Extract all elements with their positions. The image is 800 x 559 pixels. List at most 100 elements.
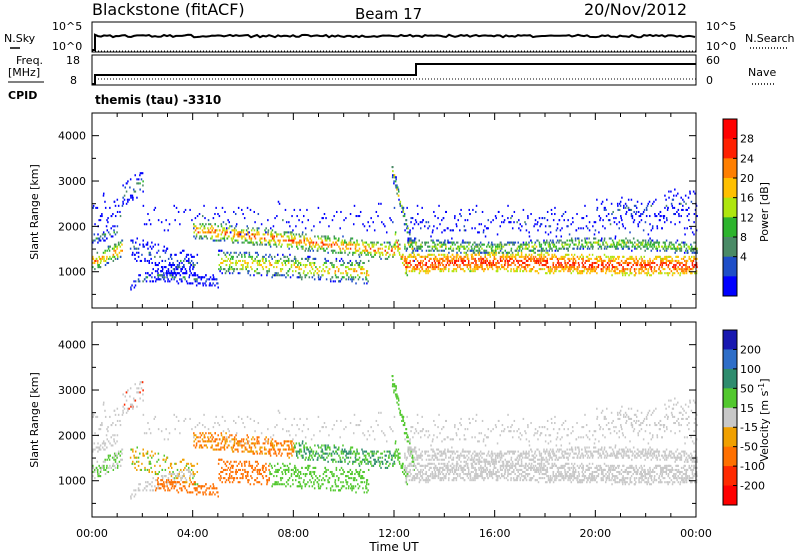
power-cell <box>478 260 480 262</box>
power-cell <box>500 242 502 244</box>
power-cell <box>631 256 633 258</box>
power-cell <box>583 248 585 250</box>
power-cell <box>419 248 421 250</box>
power-cell <box>597 260 599 262</box>
power-cell <box>497 248 499 250</box>
power-cell <box>233 211 235 213</box>
power-cell <box>285 264 287 266</box>
power-cell <box>331 264 333 266</box>
power-cell <box>561 215 563 217</box>
power-cell <box>100 219 102 221</box>
power-cell <box>209 284 211 286</box>
power-cell <box>298 233 300 235</box>
power-cell <box>415 250 417 252</box>
power-cell <box>336 211 338 213</box>
power-cell <box>472 250 474 252</box>
velocity-cell <box>165 475 167 477</box>
power-cell <box>503 221 505 223</box>
velocity-cell <box>133 398 135 400</box>
power-cell <box>543 240 545 242</box>
power-cell <box>262 260 264 262</box>
power-cell <box>101 213 103 215</box>
power-cell <box>407 264 409 266</box>
power-cell <box>162 260 164 262</box>
velocity-cell <box>100 424 102 426</box>
power-cell <box>507 262 509 264</box>
power-cell <box>162 268 164 270</box>
power-cell <box>346 248 348 250</box>
power-cell <box>692 268 694 270</box>
velocity-cell <box>130 495 132 497</box>
power-cell <box>255 237 257 239</box>
power-cell <box>602 201 604 203</box>
power-cell <box>286 272 288 274</box>
power-cell <box>406 227 408 229</box>
power-cell <box>593 237 595 239</box>
power-cell <box>288 262 290 264</box>
power-cell <box>314 278 316 280</box>
power-cell <box>572 221 574 223</box>
power-cell <box>626 272 628 274</box>
power-cell <box>636 248 638 250</box>
power-cell <box>186 280 188 282</box>
power-cell <box>142 172 144 174</box>
power-cell <box>197 254 199 256</box>
power-cell <box>427 242 429 244</box>
power-cell <box>115 246 117 248</box>
power-cell <box>211 284 213 286</box>
power-cell <box>471 258 473 260</box>
velocity-cell <box>257 436 259 438</box>
power-cell <box>354 205 356 207</box>
power-cell <box>592 264 594 266</box>
power-cell <box>288 221 290 223</box>
power-cell <box>667 207 669 209</box>
power-cell <box>438 268 440 270</box>
power-cell <box>326 240 328 242</box>
power-cell <box>196 280 198 282</box>
power-cell <box>196 284 198 286</box>
power-cell <box>107 217 109 219</box>
power-cell <box>438 264 440 266</box>
power-cell <box>629 240 631 242</box>
power-cell <box>533 225 535 227</box>
power-cell <box>370 248 372 250</box>
power-cell <box>104 201 106 203</box>
power-cell <box>556 268 558 270</box>
power-cell <box>539 254 541 256</box>
power-cell <box>468 242 470 244</box>
power-cell <box>315 244 317 246</box>
power-cell <box>366 242 368 244</box>
power-cell <box>412 256 414 258</box>
power-cell <box>169 272 171 274</box>
power-cell <box>479 223 481 225</box>
power-cell <box>540 268 542 270</box>
power-cell <box>617 209 619 211</box>
power-cell <box>590 246 592 248</box>
power-cell <box>342 260 344 262</box>
power-cell <box>598 248 600 250</box>
power-cell <box>501 244 503 246</box>
power-cell <box>475 266 477 268</box>
power-cell <box>410 254 412 256</box>
power-cell <box>302 248 304 250</box>
power-cell <box>532 258 534 260</box>
power-cell <box>594 242 596 244</box>
power-y-axis-label: Slant Range [km] <box>28 164 41 260</box>
power-cell <box>605 256 607 258</box>
colorbar-segment <box>723 257 737 277</box>
power-cell <box>642 264 644 266</box>
power-cell <box>515 270 517 272</box>
power-cell <box>564 260 566 262</box>
power-cell <box>414 270 416 272</box>
velocity-cell <box>171 473 173 475</box>
power-cell <box>456 258 458 260</box>
power-cell <box>124 186 126 188</box>
velocity-cell <box>268 438 270 440</box>
power-cell <box>502 215 504 217</box>
power-cell <box>610 246 612 248</box>
velocity-cell <box>134 495 136 497</box>
power-cell <box>671 258 673 260</box>
power-cell <box>412 217 414 219</box>
power-cell <box>288 240 290 242</box>
power-cell <box>313 225 315 227</box>
